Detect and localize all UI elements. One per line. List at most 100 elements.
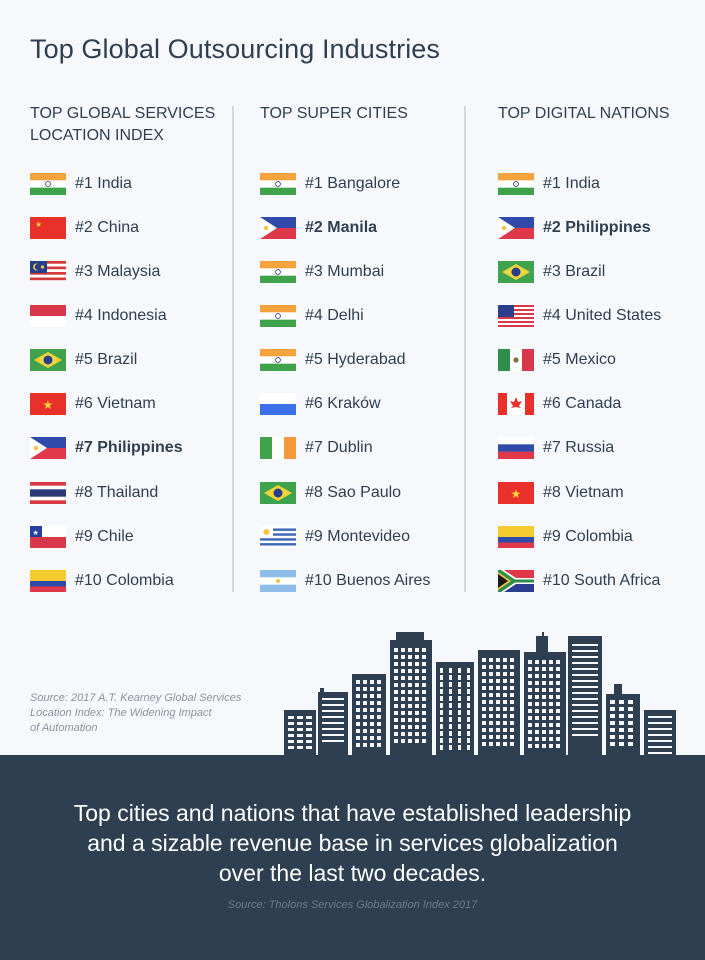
list-item: #10 Colombia xyxy=(30,569,174,593)
chile-flag-icon: ★ xyxy=(30,526,66,548)
list-item: #7 Dublin xyxy=(260,436,373,460)
footer-source: Source: Tholons Services Globalization I… xyxy=(227,899,478,911)
svg-text:★: ★ xyxy=(33,529,39,537)
list-item: #5 Mexico xyxy=(498,348,616,372)
column-heading: TOP SUPER CITIES xyxy=(260,103,460,169)
list-item-label: #10 Buenos Aires xyxy=(305,572,431,589)
list-item-label: #3 Malaysia xyxy=(75,263,161,280)
list-item-label: #7 Russia xyxy=(543,439,615,456)
column-global-services: TOP GLOBAL SERVICES LOCATION INDEX xyxy=(30,103,230,169)
city-skyline-illustration xyxy=(284,632,676,756)
philippines-flag-icon xyxy=(260,217,296,239)
source-line: of Automation xyxy=(30,722,98,734)
source-line: Source: 2017 A.T. Kearney Global Service… xyxy=(30,692,242,704)
list-item: #8 Thailand xyxy=(30,481,158,505)
list-item: #3 Brazil xyxy=(498,260,605,284)
list-item-label: #7 Philippines xyxy=(75,439,183,456)
column-heading-line: TOP DIGITAL NATIONS xyxy=(498,105,670,122)
malaysia-flag-icon xyxy=(30,261,66,283)
column-super-cities: TOP SUPER CITIES xyxy=(260,103,460,169)
list-item: #3 Malaysia xyxy=(30,260,160,284)
list-item: #5 Hyderabad xyxy=(260,348,406,372)
list-item-label: #3 Mumbai xyxy=(305,263,385,280)
list-item-label: #6 Canada xyxy=(543,395,622,412)
china-flag-icon: ★ xyxy=(30,217,66,239)
svg-text:★: ★ xyxy=(43,398,54,412)
india-flag-icon xyxy=(498,173,534,195)
list-item: #6 Canada xyxy=(498,392,621,416)
list-item: #10 Buenos Aires xyxy=(260,569,430,593)
russia-flag-icon xyxy=(498,437,534,459)
list-item-label: #5 Mexico xyxy=(543,351,616,368)
list-item-label: #5 Hyderabad xyxy=(305,351,406,368)
footer-line: over the last two decades. xyxy=(218,860,487,886)
list-item: ★ #2 China xyxy=(30,216,139,240)
list-item-label: #8 Vietnam xyxy=(543,484,624,501)
list-item-label: #8 Sao Paulo xyxy=(305,484,402,501)
brazil-flag-icon xyxy=(30,349,66,371)
list-item-label: #1 India xyxy=(75,175,132,192)
column-heading: TOP GLOBAL SERVICES LOCATION INDEX xyxy=(30,103,230,169)
footer-line: Top cities and nations that have establi… xyxy=(73,800,632,826)
list-item: #3 Mumbai xyxy=(260,260,384,284)
india-flag-icon xyxy=(260,173,296,195)
list-item: ★ #6 Vietnam xyxy=(30,392,156,416)
list-item: #1 India xyxy=(30,172,132,196)
list-item-label: #7 Dublin xyxy=(305,439,373,456)
list-item: #7 Russia xyxy=(498,436,614,460)
list-item-label: #9 Colombia xyxy=(543,528,633,545)
list-item: #10 South Africa xyxy=(498,569,660,593)
list-item: #4 United States xyxy=(498,304,661,328)
column-divider xyxy=(464,106,466,592)
list-item: #1 Bangalore xyxy=(260,172,400,196)
column-heading-line: LOCATION INDEX xyxy=(30,127,164,144)
column-divider xyxy=(232,106,234,592)
list-item: #1 India xyxy=(498,172,600,196)
list-item: ★ #9 Chile xyxy=(30,525,134,549)
list-item-label: #6 Kraków xyxy=(305,395,381,412)
list-item-label: #9 Montevideo xyxy=(305,528,410,545)
footer-banner xyxy=(0,755,705,960)
list-item: ★ #8 Vietnam xyxy=(498,481,624,505)
philippines-flag-icon xyxy=(498,217,534,239)
india-flag-icon xyxy=(260,349,296,371)
column-heading: TOP DIGITAL NATIONS xyxy=(498,103,703,169)
list-item-label: #2 China xyxy=(75,219,140,236)
list-item: #2 Manila xyxy=(260,216,377,240)
india-flag-icon xyxy=(260,305,296,327)
list-item: #2 Philippines xyxy=(498,216,651,240)
list-item-label: #8 Thailand xyxy=(75,484,159,501)
south-africa-flag-icon xyxy=(498,570,534,592)
svg-text:★: ★ xyxy=(511,487,522,501)
list-item-label: #2 Manila xyxy=(305,219,378,236)
list-item: #6 Kraków xyxy=(260,392,381,416)
list-item-label: #4 United States xyxy=(543,307,662,324)
colombia-flag-icon xyxy=(498,526,534,548)
poland-flag-icon xyxy=(260,393,296,415)
list-item-label: #9 Chile xyxy=(75,528,134,545)
list-item-label: #10 South Africa xyxy=(543,572,661,589)
list-item-label: #3 Brazil xyxy=(543,263,606,280)
column-heading-line: TOP SUPER CITIES xyxy=(260,105,408,122)
page-title: Top Global Outsourcing Industries xyxy=(30,34,441,64)
uruguay-flag-icon xyxy=(260,526,296,548)
vietnam-flag-icon: ★ xyxy=(498,482,534,504)
brazil-flag-icon xyxy=(498,261,534,283)
colombia-flag-icon xyxy=(30,570,66,592)
thailand-flag-icon xyxy=(30,482,66,504)
column-digital-nations: TOP DIGITAL NATIONS xyxy=(498,103,703,169)
mexico-flag-icon xyxy=(498,349,534,371)
argentina-flag-icon xyxy=(260,570,296,592)
india-flag-icon xyxy=(30,173,66,195)
list-item: #8 Sao Paulo xyxy=(260,481,401,505)
list-item-label: #10 Colombia xyxy=(75,572,174,589)
footer-line: and a sizable revenue base in services g… xyxy=(87,830,618,856)
philippines-flag-icon xyxy=(30,437,66,459)
brazil-flag-icon xyxy=(260,482,296,504)
list-item: #9 Colombia xyxy=(498,525,633,549)
list-item: #4 Delhi xyxy=(260,304,364,328)
list-item: #7 Philippines xyxy=(30,436,183,460)
list-item-label: #4 Delhi xyxy=(305,307,364,324)
ireland-flag-icon xyxy=(260,437,296,459)
column-heading-line: TOP GLOBAL SERVICES xyxy=(30,105,216,122)
